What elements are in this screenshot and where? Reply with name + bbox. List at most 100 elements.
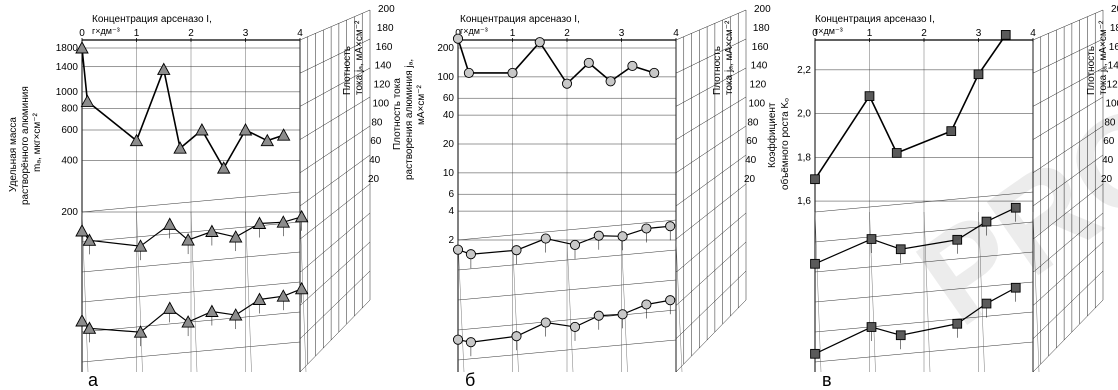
z-tick-label: 40 — [1102, 155, 1114, 166]
y-tick-label: 800 — [61, 104, 78, 115]
y-tick-label: 100 — [437, 72, 454, 83]
grid-line — [299, 96, 371, 140]
panel-letter: в — [822, 370, 832, 390]
grid-line — [81, 341, 301, 363]
x-tick-label: 1 — [867, 28, 873, 39]
right-axis-title-1: Плотность — [712, 46, 723, 95]
y-tick-label: 20 — [443, 139, 455, 150]
grid-line — [814, 281, 1034, 303]
grid-line — [1032, 183, 1104, 240]
x-tick-label: 0 — [455, 28, 461, 39]
grid-line — [621, 239, 628, 373]
projection-line — [81, 288, 302, 333]
y-tick-label: 60 — [443, 93, 455, 104]
x-tick-label: 3 — [976, 28, 982, 39]
data-point-marker — [228, 308, 243, 321]
panel-a: 0 1 2 3 4 200 180 160 140 120 100 80 60 40 20 200 400 600… — [8, 4, 395, 390]
y-tick-label: 200 — [437, 43, 454, 54]
data-point-marker — [252, 292, 267, 305]
grid-line — [675, 299, 747, 373]
data-point-marker — [80, 94, 95, 107]
data-point-marker — [810, 348, 820, 359]
grid-line — [566, 239, 574, 373]
grid-line — [299, 270, 371, 339]
grid-line — [1032, 9, 1104, 41]
data-point-marker — [1000, 30, 1011, 40]
grid-line — [675, 38, 747, 74]
z-tick-label: 160 — [752, 42, 769, 53]
data-point-marker — [534, 37, 545, 48]
data-point-marker — [866, 322, 877, 332]
left-axis-title-2: растворённого алюминия — [20, 86, 31, 205]
panel-c: 0 1 2 3 4 200 180 160 140 120 100 80 60 40 20 1,6 1,8 2,0… — [766, 4, 1118, 390]
z-tick-label: 20 — [1101, 174, 1113, 185]
left-axis-title-1: Плотность тока — [392, 78, 403, 150]
left-axis-title-3: мА×см⁻² — [416, 84, 427, 125]
data-point-marker — [294, 209, 309, 223]
z-tick-label: 200 — [754, 4, 771, 15]
z-tick-label: 60 — [370, 136, 382, 147]
data-point-marker — [205, 224, 219, 237]
panel-letter: а — [88, 370, 99, 390]
grid-line — [299, 183, 371, 240]
data-point-marker — [294, 281, 309, 295]
watermark-text: PRO — [892, 72, 1118, 353]
z-tick-label: 140 — [751, 61, 768, 72]
grid-line — [512, 239, 519, 373]
data-point-marker — [952, 318, 963, 329]
grid-line — [299, 154, 371, 207]
grid-line — [81, 281, 301, 303]
z-tick-label: 100 — [1105, 98, 1118, 109]
right-axis-title-2: тока jₐ, мА×см⁻² — [354, 20, 365, 95]
grid-line — [457, 239, 465, 373]
data-point-marker — [1010, 202, 1021, 213]
y-tick-label: 2,0 — [797, 109, 811, 120]
grid-line — [457, 279, 677, 301]
grid-line — [675, 241, 747, 306]
data-point-marker — [617, 231, 628, 242]
projection-line — [457, 299, 671, 343]
z-tick-label: 160 — [1109, 42, 1118, 53]
data-point-marker — [665, 221, 676, 232]
data-point-marker — [810, 174, 820, 185]
y-tick-label: 10 — [443, 168, 455, 179]
data-point-marker — [569, 321, 581, 332]
data-point-marker — [866, 234, 877, 244]
data-point-marker — [82, 233, 97, 246]
data-point-marker — [463, 67, 474, 78]
grid-line — [136, 211, 143, 373]
top-axis-title: Концентрация арсеназо I, — [460, 14, 580, 25]
z-tick-label: 100 — [748, 98, 765, 109]
data-point-marker — [276, 289, 291, 302]
data-point-marker — [133, 325, 148, 338]
data-point-marker — [181, 315, 195, 328]
data-point-marker — [895, 244, 906, 255]
grid-line — [1032, 241, 1104, 306]
data-point-marker — [228, 230, 243, 243]
projection-line — [81, 216, 302, 247]
grid-line — [299, 9, 371, 41]
top-axis-unit: г×дм⁻³ — [460, 26, 488, 36]
data-point-marker — [276, 128, 291, 141]
x-tick-label: 3 — [619, 28, 625, 39]
data-point-marker — [162, 217, 177, 230]
data-point-marker — [895, 330, 906, 341]
panel-b: 0 1 2 3 4 200 180 160 140 120 100 80 60 40 20 2 4 6 10 20 40… — [392, 4, 771, 390]
z-tick-label: 20 — [368, 174, 380, 185]
left-axis-title-1: Коэффициент — [766, 102, 778, 168]
z-tick-label: 60 — [746, 136, 758, 147]
y-tick-label: 1400 — [56, 62, 79, 73]
grid-line — [245, 211, 252, 373]
grid-line — [814, 191, 1034, 213]
data-point-marker — [181, 233, 195, 246]
z-tick-label: 120 — [1107, 80, 1118, 91]
data-point-marker — [810, 258, 820, 269]
y-tick-label: 6 — [448, 189, 454, 200]
data-point-marker — [665, 295, 676, 306]
z-tick-label: 200 — [1111, 4, 1118, 15]
data-point-marker — [1010, 282, 1021, 293]
y-tick-label: 200 — [61, 207, 78, 218]
right-axis-title-1: Плотность — [342, 46, 353, 95]
grid-line — [1032, 154, 1104, 207]
y-tick-label: 1800 — [56, 43, 79, 54]
